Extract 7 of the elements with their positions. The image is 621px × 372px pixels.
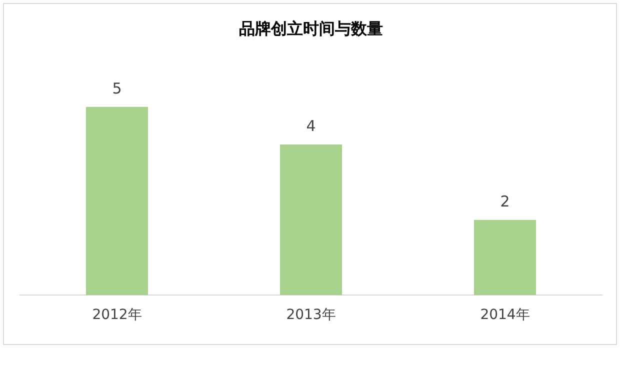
x-tick-label: 2013年: [286, 307, 336, 324]
chart-title: 品牌创立时间与数量: [239, 18, 383, 38]
x-tick-label: 2012年: [92, 307, 142, 324]
data-label: 4: [306, 116, 316, 135]
x-tick-label: 2014年: [480, 307, 530, 324]
data-label: 2: [500, 192, 510, 210]
data-label: 5: [112, 79, 122, 98]
